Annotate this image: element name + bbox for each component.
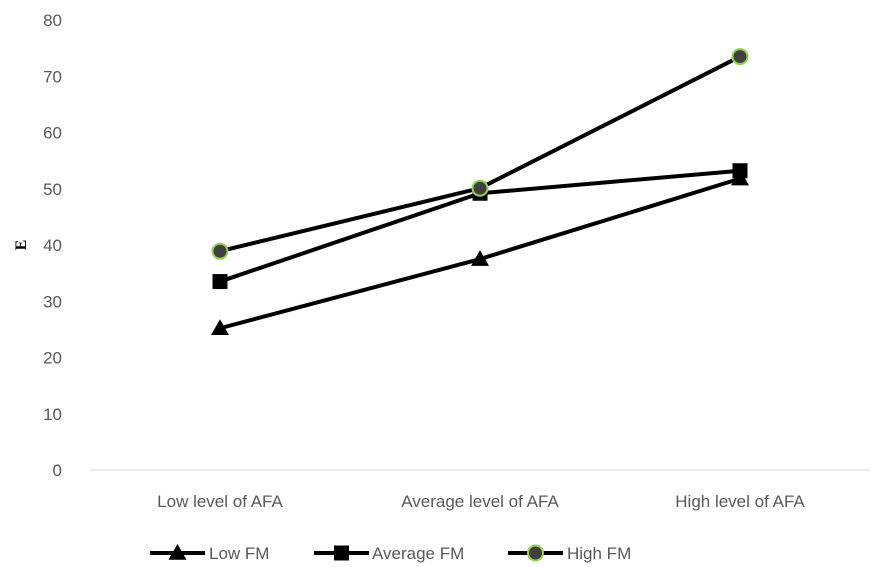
x-tick-label: Average level of AFA [401,492,559,511]
legend-label: Average FM [372,544,464,563]
y-tick-label: 60 [43,124,62,143]
data-point-marker [471,250,489,266]
legend-marker [527,544,544,562]
y-axis-tick-labels: 0 10 20 30 40 50 60 70 80 [43,11,62,480]
y-tick-label: 30 [43,292,62,311]
x-axis-tick-labels: Low level of AFA Average level of AFA High… [157,492,805,511]
data-point-marker [211,242,229,260]
legend-label: Low FM [209,544,269,563]
y-axis-title: E [13,240,30,251]
legend-entry: High FM [508,544,631,563]
data-point-marker [211,319,229,335]
legend-entry: Low FM [150,544,269,563]
legend-marker [168,544,187,560]
y-tick-label: 0 [53,461,62,480]
y-tick-label: 80 [43,11,62,30]
legend: Low FM Average FM High FM [150,544,631,563]
x-tick-label: High level of AFA [675,492,805,511]
legend-label: High FM [567,544,631,563]
data-point-marker [471,179,489,197]
y-tick-label: 40 [43,236,62,255]
y-tick-label: 50 [43,180,62,199]
y-tick-label: 70 [43,67,62,86]
series-line [219,54,741,254]
legend-entry: Average FM [314,544,464,563]
x-tick-label: Low level of AFA [157,492,283,511]
data-point-marker [731,48,749,66]
y-tick-label: 10 [43,405,62,424]
series-layer [211,48,749,335]
y-tick-label: 20 [43,349,62,368]
legend-marker [334,545,349,561]
data-point-marker [212,274,228,290]
series-high-fm [211,48,749,260]
data-point-marker [732,163,748,179]
